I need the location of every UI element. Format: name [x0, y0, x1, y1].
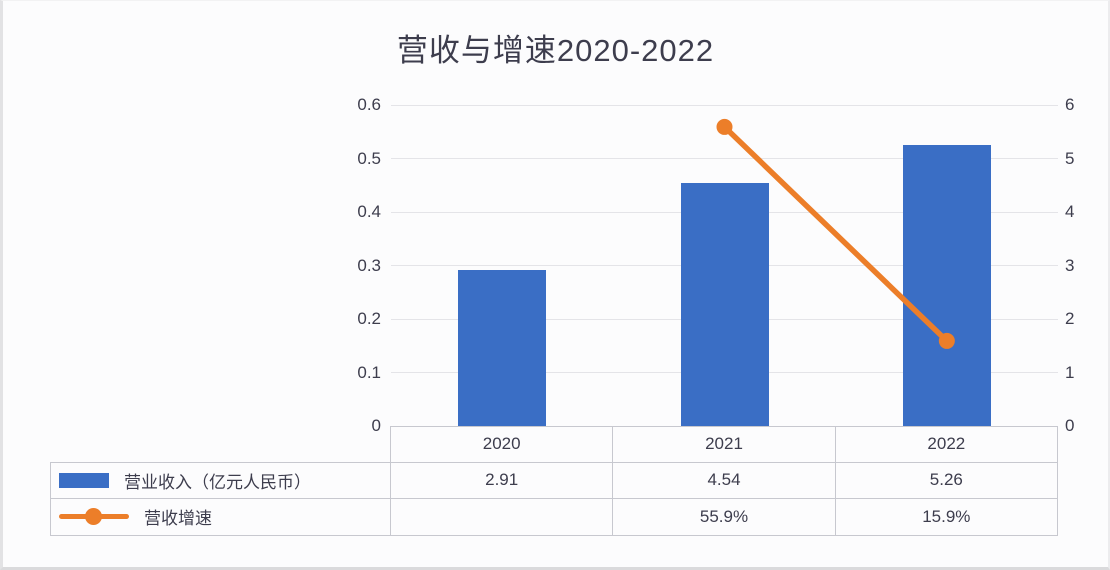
legend-label: 营收增速	[144, 509, 212, 529]
table-value-cell: 4.54	[613, 462, 836, 500]
left-axis-tick-label: 0.2	[357, 309, 381, 328]
plot-area	[391, 104, 1058, 427]
table-header-year: 2020	[391, 426, 614, 463]
growth-line-series	[716, 118, 955, 349]
right-axis-tick-label: 1	[1065, 362, 1075, 382]
table-value-cell: 55.9%	[613, 499, 836, 536]
right-axis-tick-label: 5	[1065, 148, 1075, 168]
revenue-bar-swatch	[59, 472, 109, 488]
table-value-cell	[391, 499, 614, 536]
table-value-cell: 15.9%	[835, 499, 1058, 536]
legend-cell-growth: 营收增速	[50, 499, 391, 536]
table-value-cell: 2.91	[391, 462, 614, 500]
legend-cell-revenue: 营业收入（亿元人民币）	[50, 462, 391, 500]
legend-label: 营业收入（亿元人民币）	[124, 472, 311, 492]
table-header-year: 2022	[835, 426, 1058, 463]
left-axis-tick-label: 0.4	[357, 202, 381, 221]
table-header-year: 2021	[613, 426, 836, 463]
chart-title: 营收与增速2020-2022	[396, 33, 715, 68]
left-axis-tick-label: 0.5	[357, 148, 381, 168]
table-corner-spacer	[50, 426, 391, 463]
right-axis-tick-label: 4	[1065, 202, 1075, 221]
right-axis-tick-label: 6	[1065, 95, 1075, 114]
left-axis-tick-label: 0.1	[357, 362, 381, 382]
right-axis-tick-label: 0	[1065, 416, 1075, 435]
revenue-bar	[458, 270, 547, 426]
right-axis-tick-label: 2	[1065, 309, 1075, 328]
gridline	[391, 158, 1058, 159]
right-axis-tick-label: 3	[1065, 255, 1075, 275]
line-marker	[938, 332, 955, 349]
data-table: 2020 2021 2022 营业收入（亿元人民币） 2.91 4.54 5.26 营收增速 5…	[50, 426, 1058, 536]
revenue-bar	[902, 144, 991, 426]
growth-line-swatch-dot	[85, 508, 102, 526]
table-value-cell: 5.26	[835, 462, 1058, 500]
left-axis-tick-label: 0.6	[357, 95, 381, 114]
left-axis-tick-label: 0.3	[357, 255, 381, 275]
revenue-bar	[680, 183, 769, 426]
left-axis-tick-label: 0	[371, 416, 381, 435]
growth-line-swatch	[59, 508, 129, 526]
line-marker	[716, 118, 733, 135]
growth-line	[721, 124, 950, 344]
gridline	[391, 104, 1058, 106]
